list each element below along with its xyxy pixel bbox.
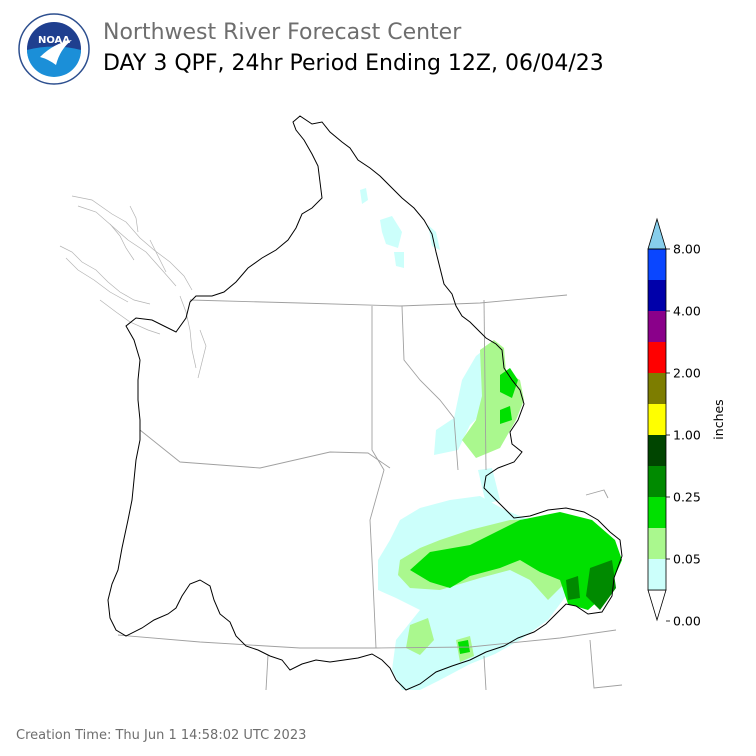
noaa-logo-text: NOAA — [38, 35, 70, 46]
product-title: DAY 3 QPF, 24hr Period Ending 12Z, 06/04… — [103, 51, 604, 76]
basin-outline — [107, 115, 623, 691]
colorbar-bin — [648, 497, 666, 528]
state-boundaries — [117, 294, 623, 691]
colorbar-bin — [648, 466, 666, 497]
creation-time: Creation Time: Thu Jun 1 14:58:02 UTC 20… — [16, 728, 307, 743]
colorbar-bin — [648, 559, 666, 590]
colorbar-bin — [648, 342, 666, 373]
colorbar-bin — [648, 404, 666, 435]
colorbar-bin — [648, 249, 666, 280]
colorbar-tick-label: 8.00 — [673, 242, 701, 257]
colorbar-unit-label: inches — [711, 399, 726, 439]
agency-title: Northwest River Forecast Center — [103, 20, 462, 45]
colorbar-bin — [648, 528, 666, 559]
colorbar-bin-over — [647, 217, 667, 250]
colorbar-bin — [648, 311, 666, 342]
colorbar-tick-label: 2.00 — [673, 366, 701, 381]
colorbar-tick-label: 0.05 — [673, 552, 701, 567]
colorbar-tick-label: 1.00 — [673, 428, 701, 443]
colorbar-bin — [648, 280, 666, 311]
colorbar-bin — [648, 373, 666, 404]
colorbar-tick-label: 4.00 — [673, 304, 701, 319]
colorbar-tick-label: 0.00 — [673, 614, 701, 629]
colorbar-bin-under — [647, 589, 667, 622]
precip-layer-heavy — [566, 560, 616, 610]
coastline-detail — [59, 195, 207, 379]
colorbar-tick-label: 0.25 — [673, 490, 701, 505]
colorbar-bin — [648, 435, 666, 466]
noaa-logo: NOAA — [18, 13, 90, 85]
colorbar-frame — [647, 248, 667, 591]
